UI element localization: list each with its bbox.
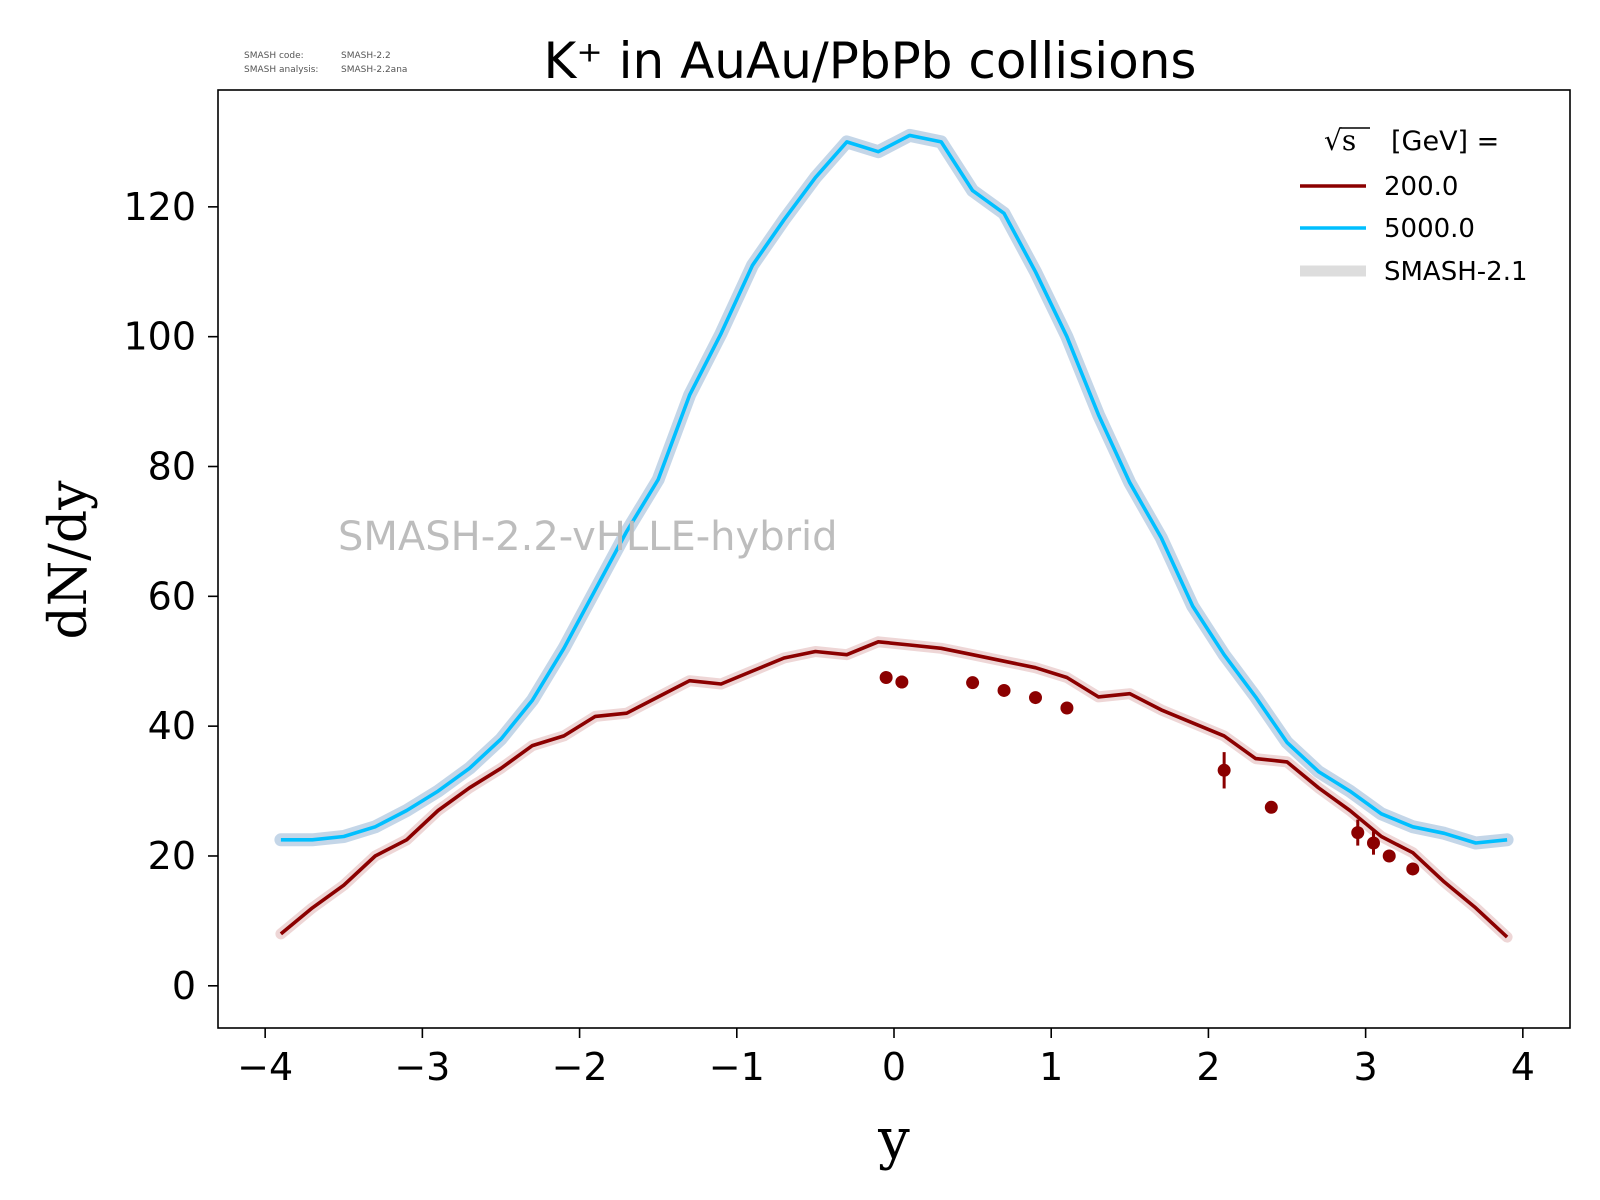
data-point <box>1264 800 1278 814</box>
data-point <box>1382 849 1396 863</box>
x-tick-label: −2 <box>552 1045 608 1089</box>
data-point <box>1217 763 1231 777</box>
x-tick-label: −4 <box>237 1045 293 1089</box>
smash-analysis-value: SMASH-2.2ana <box>341 65 407 75</box>
data-point <box>997 683 1011 697</box>
chart-title: K⁺ in AuAu/PbPb collisions <box>544 32 1197 90</box>
watermark: SMASH-2.2-vHLLE-hybrid <box>338 514 838 560</box>
data-point <box>1028 691 1042 705</box>
data-point <box>1351 826 1365 840</box>
x-axis: −4 −3 −2 −1 0 1 2 3 4 <box>237 1028 1535 1089</box>
y-tick-label: 60 <box>148 574 196 618</box>
data-point <box>1366 836 1380 850</box>
plot-area <box>274 128 1514 943</box>
smash-code-label: SMASH code: <box>244 51 304 61</box>
y-axis: 0 20 40 60 80 100 120 <box>123 185 218 1008</box>
smash-code-value: SMASH-2.2 <box>341 51 391 61</box>
y-tick-label: 40 <box>148 704 196 748</box>
series-line-200 <box>279 639 1509 939</box>
x-tick-label: 0 <box>882 1045 906 1089</box>
legend: √s [GeV] = 200.0 5000.0 SMASH-2.1 <box>1300 124 1528 287</box>
y-tick-label: 120 <box>123 185 196 229</box>
smash-analysis-label: SMASH analysis: <box>244 65 318 75</box>
x-tick-label: 2 <box>1196 1045 1220 1089</box>
data-point <box>966 676 980 690</box>
legend-label-200: 200.0 <box>1384 172 1458 202</box>
legend-label-5000: 5000.0 <box>1384 214 1475 244</box>
y-tick-label: 20 <box>148 834 196 878</box>
y-axis-label: dN/dy <box>39 480 99 640</box>
y-tick-label: 0 <box>172 964 196 1008</box>
x-tick-label: 4 <box>1511 1045 1535 1089</box>
y-tick-label: 80 <box>148 444 196 488</box>
legend-title-text: [GeV] = <box>1391 126 1499 157</box>
x-tick-label: 1 <box>1039 1045 1063 1089</box>
y-tick-label: 100 <box>123 315 196 359</box>
x-tick-label: −1 <box>709 1045 765 1089</box>
legend-label-smash-2-1: SMASH-2.1 <box>1384 257 1528 287</box>
x-axis-label: y <box>877 1107 910 1172</box>
data-point <box>895 675 909 689</box>
data-point <box>1406 862 1420 876</box>
data-point <box>879 670 893 684</box>
band-5000 <box>274 128 1514 850</box>
legend-title-symbol: √s <box>1324 124 1356 157</box>
data-point <box>1060 701 1074 715</box>
x-tick-label: 3 <box>1354 1045 1378 1089</box>
x-tick-label: −3 <box>394 1045 450 1089</box>
series-line-5000 <box>280 133 1508 845</box>
